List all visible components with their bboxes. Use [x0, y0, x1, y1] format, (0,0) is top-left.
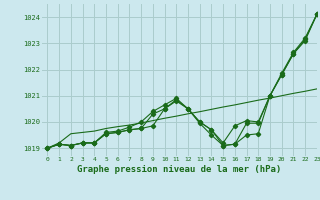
X-axis label: Graphe pression niveau de la mer (hPa): Graphe pression niveau de la mer (hPa) [77, 165, 281, 174]
